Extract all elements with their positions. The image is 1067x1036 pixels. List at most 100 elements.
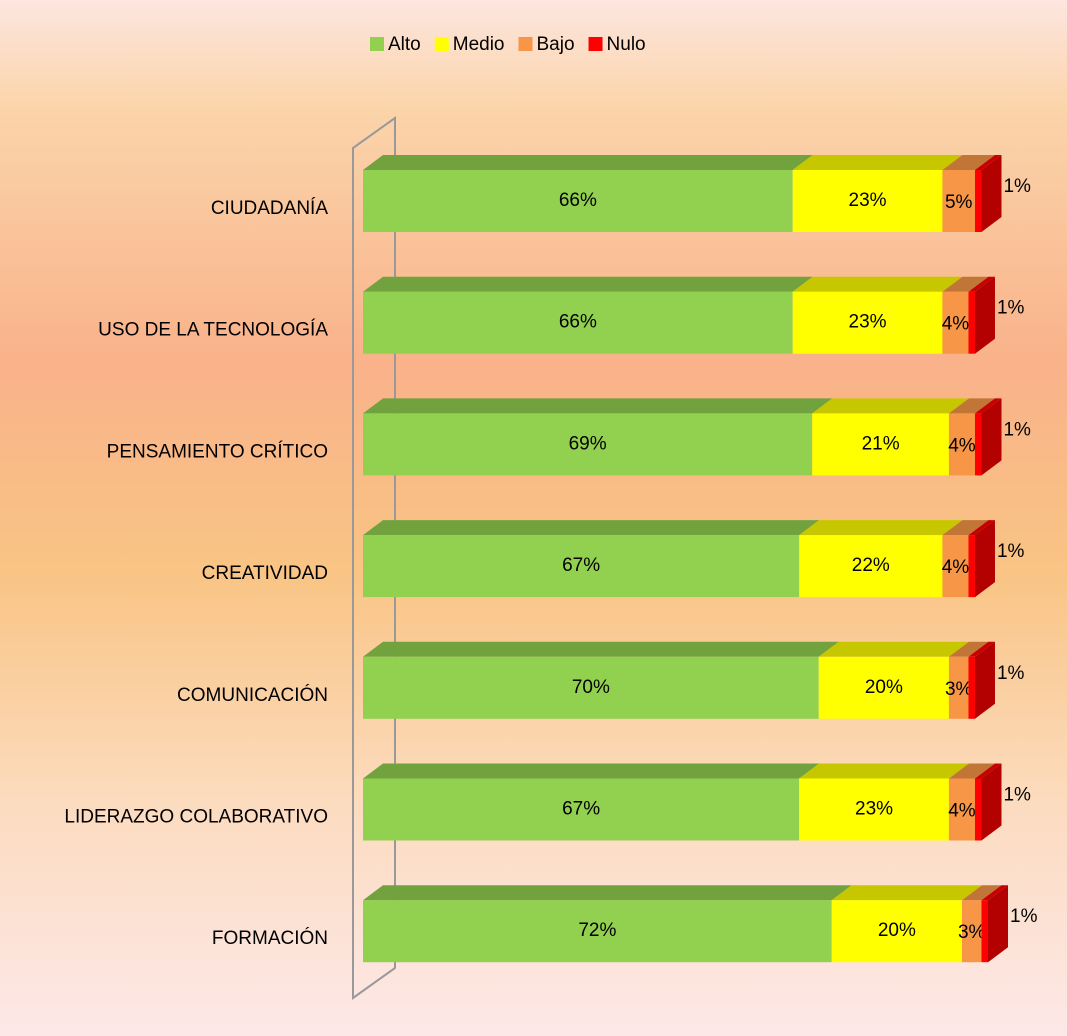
data-label: 5% xyxy=(945,192,973,213)
data-label: 1% xyxy=(997,663,1025,684)
data-label: 66% xyxy=(559,190,597,211)
y-tick-label: USO DE LA TECNOLOGÍA xyxy=(98,320,328,341)
back-wall xyxy=(352,116,396,1000)
data-label: 1% xyxy=(1003,419,1031,440)
bar-top xyxy=(812,398,969,414)
bar-top xyxy=(799,520,963,536)
bar xyxy=(792,170,943,232)
bar xyxy=(363,413,813,476)
data-label: 1% xyxy=(1010,906,1038,927)
bar xyxy=(363,291,793,354)
y-tick-label: CIUDADANÍA xyxy=(211,198,329,219)
bar-top xyxy=(818,641,969,657)
data-label: 1% xyxy=(997,298,1025,319)
legend-swatch xyxy=(434,37,449,51)
bar-top xyxy=(363,520,820,536)
bar-side xyxy=(974,520,995,598)
bar xyxy=(948,656,969,719)
legend-swatch xyxy=(518,37,533,51)
data-label: 72% xyxy=(578,920,616,941)
data-label: 4% xyxy=(948,435,976,456)
bar-side xyxy=(981,155,1002,232)
data-label: 23% xyxy=(855,799,893,820)
bar xyxy=(363,778,800,841)
bar-top xyxy=(974,763,1002,779)
bar xyxy=(981,900,988,963)
data-label: 3% xyxy=(958,922,986,943)
data-label: 66% xyxy=(559,312,597,333)
bar-top xyxy=(948,763,995,779)
data-label: 3% xyxy=(945,679,973,700)
bar-top xyxy=(948,641,989,657)
data-label: 20% xyxy=(865,677,903,698)
bar xyxy=(974,413,982,476)
bar-side xyxy=(981,398,1002,476)
bar xyxy=(812,413,949,476)
data-label: 70% xyxy=(572,677,610,698)
bar xyxy=(363,535,800,598)
bar-top xyxy=(981,885,1008,901)
bar-top xyxy=(974,398,1002,414)
bar-top xyxy=(942,276,989,292)
bar-top xyxy=(363,398,833,414)
y-tick-label: COMUNICACIÓN xyxy=(177,684,328,706)
bar-top xyxy=(363,276,813,292)
bar xyxy=(974,778,982,841)
bar xyxy=(948,413,975,476)
data-label: 67% xyxy=(562,555,600,576)
legend-label: Bajo xyxy=(537,34,575,55)
data-label: 67% xyxy=(562,799,600,820)
data-label: 69% xyxy=(569,433,607,454)
bar-top xyxy=(363,641,839,657)
bar-side xyxy=(974,641,995,719)
data-label: 1% xyxy=(1003,785,1031,806)
bar xyxy=(363,656,819,719)
bar xyxy=(799,778,949,841)
bar xyxy=(968,535,975,598)
bar-top xyxy=(968,276,995,292)
data-label: 4% xyxy=(948,801,976,822)
bar xyxy=(363,900,832,963)
data-label: 1% xyxy=(1003,176,1031,197)
bar xyxy=(799,535,943,598)
y-tick-label: CREATIVIDAD xyxy=(202,563,328,584)
bar-top xyxy=(942,155,995,170)
bar-top xyxy=(968,520,995,536)
bar-top xyxy=(961,885,1002,901)
legend-label: Medio xyxy=(453,34,505,55)
bar xyxy=(974,170,982,232)
bar xyxy=(831,900,962,963)
legend-swatch xyxy=(588,37,603,51)
bar xyxy=(942,535,969,598)
bar-top xyxy=(948,398,995,414)
bar-side xyxy=(988,885,1008,963)
bar-top xyxy=(831,885,982,901)
bar xyxy=(942,170,975,232)
data-label: 4% xyxy=(942,314,970,335)
bar-top xyxy=(968,641,995,657)
data-label: 1% xyxy=(997,541,1025,562)
bar-top xyxy=(792,155,963,170)
data-label: 23% xyxy=(849,190,887,211)
data-label: 23% xyxy=(849,312,887,333)
data-label: 20% xyxy=(878,920,916,941)
bar-top xyxy=(942,520,989,536)
legend-label: Alto xyxy=(388,34,421,55)
legend-swatch xyxy=(370,37,384,51)
bar-side xyxy=(974,276,995,354)
y-tick-label: FORMACIÓN xyxy=(212,927,328,949)
bar xyxy=(792,291,943,354)
bar xyxy=(968,291,975,354)
data-label: 22% xyxy=(852,555,890,576)
bar-top xyxy=(792,276,963,292)
bar xyxy=(363,170,793,232)
y-tick-label: LIDERAZGO COLABORATIVO xyxy=(64,807,328,828)
bar xyxy=(948,778,975,841)
bar-top xyxy=(974,155,1002,170)
bar xyxy=(968,656,975,719)
data-label: 21% xyxy=(862,433,900,454)
bar-top xyxy=(363,763,820,779)
bar xyxy=(818,656,949,719)
bar-side xyxy=(981,763,1002,841)
